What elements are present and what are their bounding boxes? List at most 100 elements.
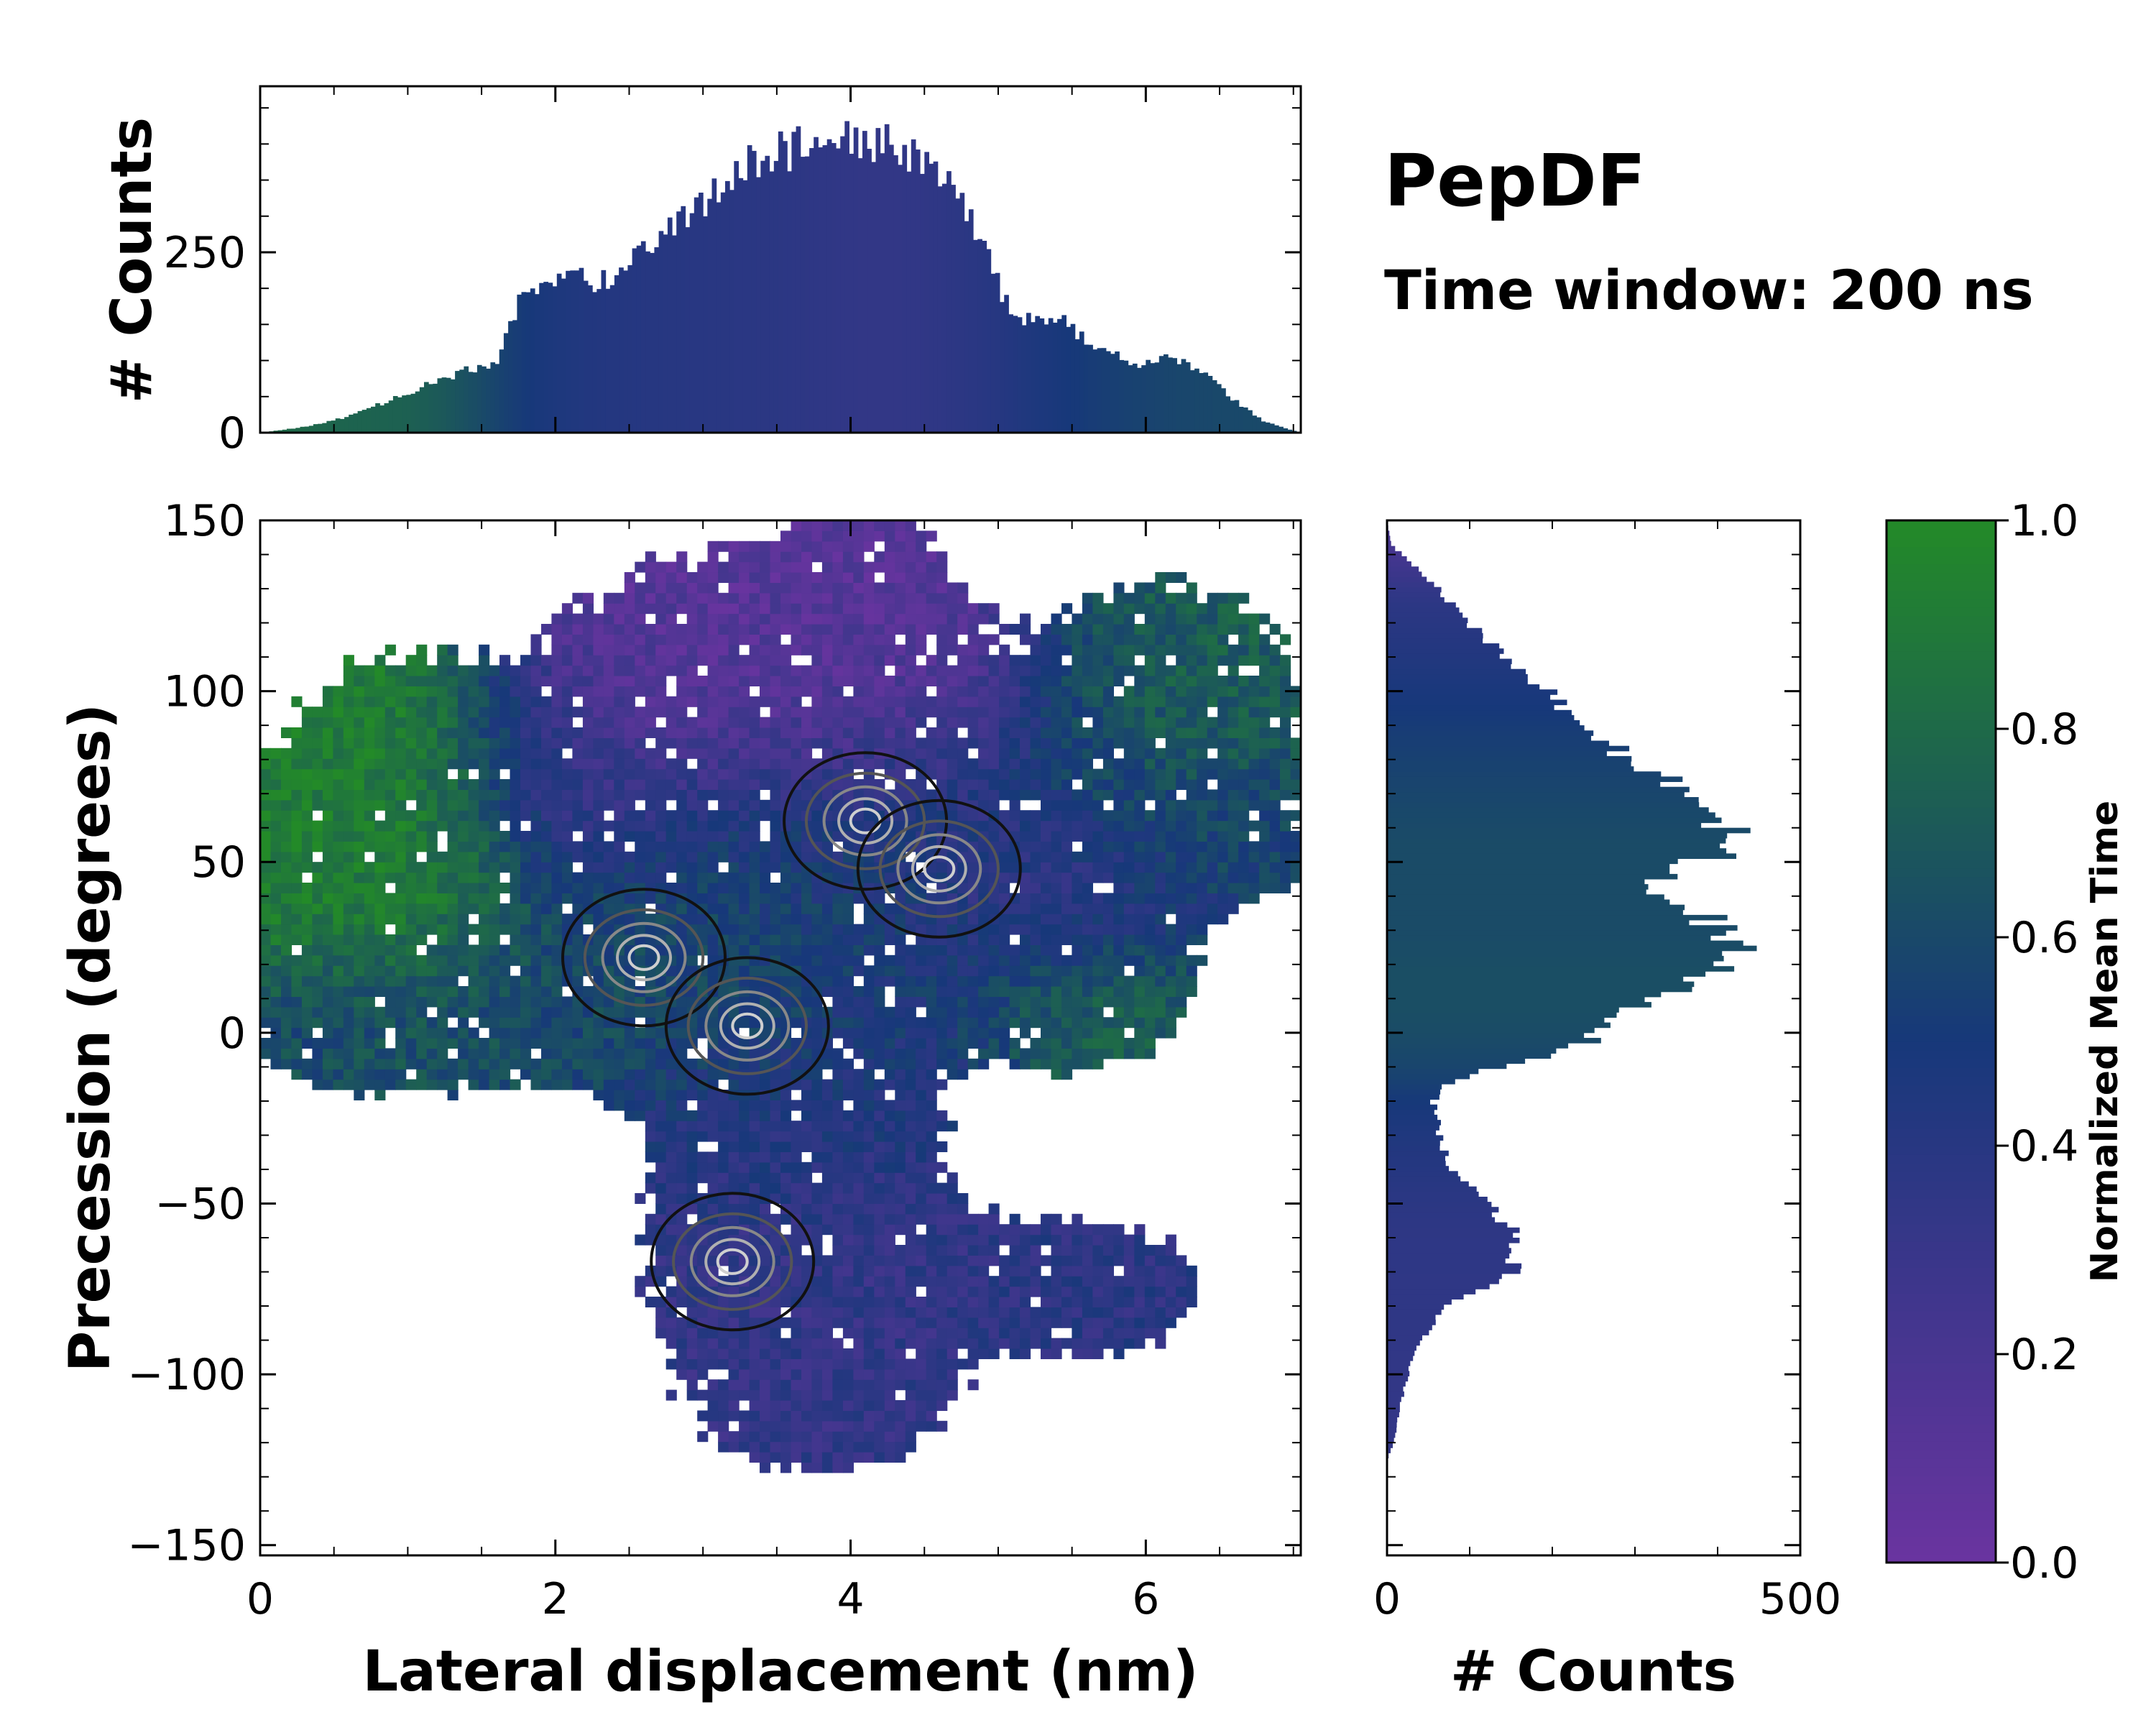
heatmap-cell: [874, 520, 885, 531]
heatmap-cell: [739, 934, 750, 945]
heatmap-cell: [510, 831, 521, 842]
heatmap-cell: [926, 665, 937, 676]
heatmap-cell: [260, 872, 272, 883]
heatmap-cell: [416, 1069, 428, 1080]
heatmap-cell: [447, 1079, 459, 1090]
heatmap-cell: [1072, 924, 1083, 935]
heatmap-cell: [676, 872, 688, 883]
heatmap-cell: [916, 883, 927, 893]
heatmap-cell: [1009, 944, 1021, 956]
heatmap-cell: [760, 893, 771, 904]
top-histogram-bar: [521, 292, 527, 433]
heatmap-cell: [905, 1400, 916, 1411]
heatmap-cell: [281, 862, 292, 873]
heatmap-cell: [895, 1245, 906, 1256]
heatmap-cell: [967, 975, 979, 987]
heatmap-cell: [728, 1172, 740, 1184]
heatmap-cell: [1051, 810, 1062, 822]
heatmap-cell: [447, 893, 459, 904]
heatmap-cell: [561, 758, 573, 770]
heatmap-cell: [926, 676, 937, 686]
heatmap-cell: [426, 831, 438, 842]
heatmap-cell: [1061, 872, 1073, 883]
heatmap-cell: [760, 841, 771, 852]
heatmap-cell: [811, 1276, 823, 1287]
heatmap-cell: [572, 841, 584, 852]
heatmap-cell: [967, 986, 979, 997]
heatmap-cell: [499, 1069, 511, 1080]
heatmap-cell: [479, 903, 490, 914]
heatmap-cell: [676, 634, 688, 645]
top-histogram-bar: [676, 211, 681, 433]
heatmap-cell: [603, 1090, 614, 1100]
heatmap-cell: [863, 1276, 875, 1287]
heatmap-cell: [791, 717, 802, 728]
heatmap-cell: [946, 613, 958, 625]
heatmap-cell: [530, 696, 542, 707]
heatmap-cell: [395, 810, 407, 822]
heatmap-cell: [988, 1286, 1000, 1297]
heatmap-cell: [853, 1452, 865, 1463]
heatmap-cell: [770, 613, 781, 625]
heatmap-cell: [312, 1058, 323, 1070]
heatmap-cell: [354, 883, 365, 893]
heatmap-cell: [863, 1265, 875, 1276]
heatmap-cell: [364, 737, 375, 749]
heatmap-cell: [499, 737, 511, 749]
heatmap-cell: [479, 686, 490, 697]
heatmap-cell: [541, 717, 553, 728]
heatmap-cell: [665, 924, 677, 935]
heatmap-cell: [1030, 934, 1041, 945]
heatmap-cell: [946, 954, 958, 966]
heatmap-cell: [479, 1058, 490, 1070]
heatmap-cell: [718, 717, 729, 728]
heatmap-cell: [322, 737, 333, 749]
heatmap-cell: [333, 965, 344, 977]
heatmap-cell: [312, 799, 323, 811]
heatmap-cell: [437, 903, 448, 914]
heatmap-cell: [697, 603, 709, 615]
heatmap-cell: [686, 768, 698, 780]
heatmap-cell: [520, 686, 532, 697]
heatmap-cell: [988, 696, 1000, 707]
heatmap-cell: [801, 1410, 813, 1422]
heatmap-cell: [426, 975, 438, 987]
heatmap-cell: [863, 1348, 875, 1359]
heatmap-cell: [676, 1348, 688, 1359]
heatmap-cell: [655, 862, 667, 873]
heatmap-cell: [281, 944, 292, 956]
heatmap-cell: [874, 717, 885, 728]
heatmap-cell: [821, 748, 833, 759]
heatmap-cell: [1082, 1058, 1093, 1070]
heatmap-cell: [821, 1389, 833, 1401]
heatmap-cell: [614, 841, 625, 852]
heatmap-cell: [645, 707, 656, 718]
top-histogram-bar: [499, 349, 505, 433]
heatmap-cell: [936, 644, 948, 656]
heatmap-cell: [1009, 1265, 1021, 1276]
heatmap-cell: [530, 831, 542, 842]
heatmap-cell: [811, 831, 823, 842]
heatmap-cell: [499, 954, 511, 966]
heatmap-cell: [530, 655, 542, 666]
heatmap-cell: [821, 1255, 833, 1266]
heatmap-cell: [957, 707, 969, 718]
heatmap-cell: [301, 820, 313, 832]
heatmap-cell: [946, 903, 958, 914]
heatmap-cell: [541, 779, 553, 790]
top-histogram-bar: [1221, 388, 1226, 433]
heatmap-cell: [551, 727, 563, 738]
heatmap-cell: [374, 893, 386, 904]
heatmap-cell: [405, 676, 417, 686]
heatmap-cell: [1030, 1276, 1041, 1287]
heatmap-cell: [999, 944, 1010, 956]
heatmap-cell: [686, 1307, 698, 1318]
heatmap-cell: [791, 1234, 802, 1246]
heatmap-cell: [416, 696, 428, 707]
heatmap-cell: [1020, 613, 1031, 625]
heatmap-cell: [874, 634, 885, 645]
heatmap-cell: [967, 1307, 979, 1318]
heatmap-cell: [312, 717, 323, 728]
heatmap-cell: [655, 799, 667, 811]
heatmap-cell: [760, 737, 771, 749]
